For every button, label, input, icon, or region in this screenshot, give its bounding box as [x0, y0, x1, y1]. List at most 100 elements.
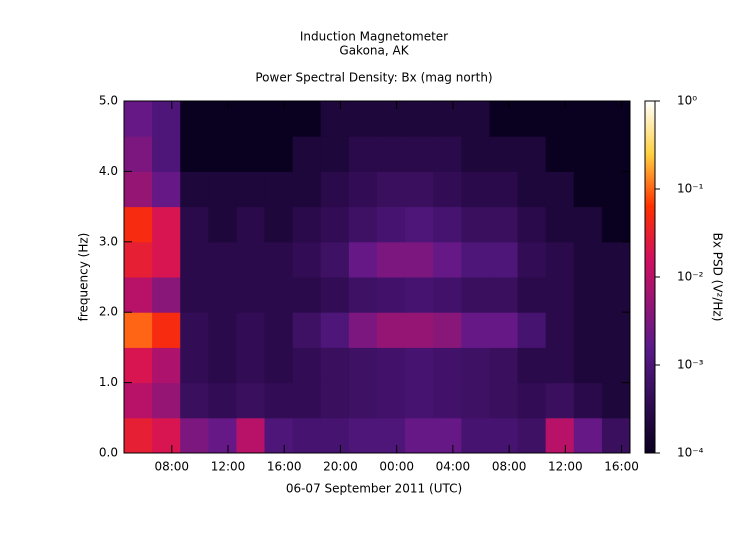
cell [433, 101, 462, 137]
cell [292, 382, 322, 419]
cell [152, 347, 181, 384]
cell [236, 171, 266, 208]
cell [124, 382, 153, 419]
cell [152, 101, 181, 137]
cell [601, 241, 631, 278]
cell [320, 382, 350, 419]
cell [517, 417, 547, 454]
cell [377, 312, 406, 348]
cell [152, 206, 181, 243]
cell [489, 382, 519, 419]
cell [320, 101, 350, 137]
x-tick-label: 00:00 [379, 460, 414, 474]
colorbar-tick-label: 10⁻³ [677, 358, 704, 372]
cell [461, 382, 490, 419]
cell [348, 171, 378, 208]
cell [152, 312, 181, 348]
cell [461, 206, 490, 243]
cell [545, 382, 575, 419]
cell [236, 136, 266, 172]
cell [320, 171, 350, 208]
cell [236, 347, 266, 384]
cell [377, 206, 406, 243]
x-tick-label: 16:00 [604, 460, 639, 474]
cell [208, 171, 237, 208]
cell [152, 382, 181, 419]
cell [517, 312, 547, 348]
y-tick-label: 3.0 [99, 234, 118, 248]
plot-frame [123, 100, 631, 454]
cell [348, 241, 378, 278]
cell [320, 417, 350, 454]
cell [208, 101, 237, 137]
cell [545, 136, 575, 172]
cell [208, 136, 237, 172]
cell [180, 101, 209, 137]
colorbar-tick-label: 10⁰ [677, 94, 697, 108]
cell [264, 241, 294, 278]
cell [433, 382, 462, 419]
cell [124, 241, 153, 278]
cell [292, 417, 322, 454]
cell [405, 312, 434, 348]
cell [601, 171, 631, 208]
cell [292, 241, 322, 278]
cell [124, 417, 153, 454]
cell [489, 101, 519, 137]
cell [433, 241, 462, 278]
cell [348, 382, 378, 419]
x-axis-label: 06-07 September 2011 (UTC) [286, 482, 462, 496]
cell [377, 347, 406, 384]
cell [405, 382, 434, 419]
cell [377, 382, 406, 419]
y-axis-label: frequency (Hz) [77, 233, 91, 322]
y-tick-label: 2.0 [99, 305, 118, 319]
cell [461, 171, 490, 208]
cell [601, 101, 631, 137]
cell [517, 277, 547, 313]
cell [348, 136, 378, 172]
cell [292, 171, 322, 208]
cell [461, 312, 490, 348]
cell [405, 277, 434, 313]
x-tick-label: 08:00 [492, 460, 527, 474]
cell [264, 171, 294, 208]
cell [124, 136, 153, 172]
cell [433, 171, 462, 208]
y-tick-label: 5.0 [99, 94, 118, 108]
cell [152, 241, 181, 278]
x-tick-label: 12:00 [548, 460, 583, 474]
cell [208, 417, 237, 454]
cell [573, 382, 603, 419]
cell [208, 312, 237, 348]
colorbar-tick-label: 10⁻¹ [677, 182, 704, 196]
cell [489, 347, 519, 384]
cell [348, 206, 378, 243]
cell [405, 171, 434, 208]
cell [264, 347, 294, 384]
x-tick-label: 16:00 [267, 460, 302, 474]
cell [461, 347, 490, 384]
cell [573, 417, 603, 454]
cell [208, 206, 237, 243]
cell [545, 312, 575, 348]
cell [545, 347, 575, 384]
cell [180, 241, 209, 278]
colorbar-tick-label: 10⁻⁴ [677, 446, 704, 460]
cell [489, 206, 519, 243]
cell [180, 347, 209, 384]
cell [573, 312, 603, 348]
cell [124, 347, 153, 384]
cell [573, 101, 603, 137]
cell [236, 241, 266, 278]
cell [405, 417, 434, 454]
chart-title: Induction Magnetometer [300, 30, 448, 44]
y-tick-label: 1.0 [99, 375, 118, 389]
cell [264, 136, 294, 172]
cell [517, 206, 547, 243]
cell [180, 382, 209, 419]
cell [348, 277, 378, 313]
x-tick-label: 08:00 [154, 460, 189, 474]
cell [405, 101, 434, 137]
cell [573, 241, 603, 278]
